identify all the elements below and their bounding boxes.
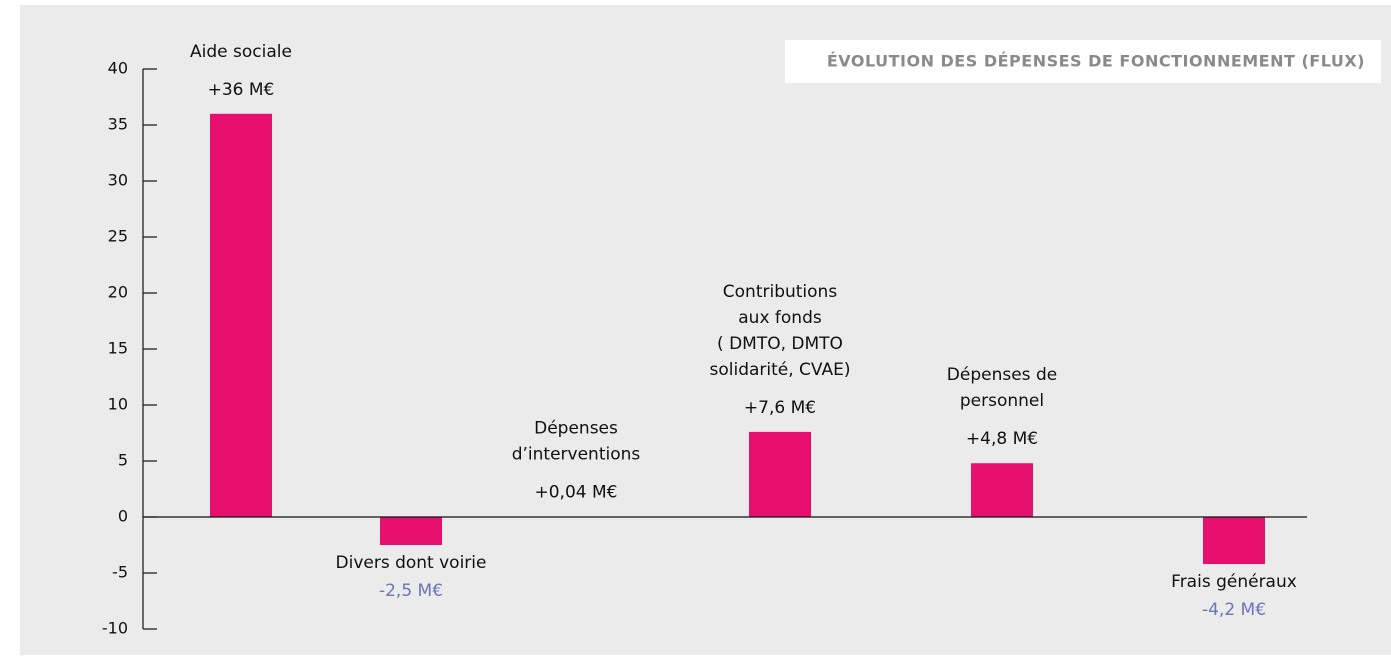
bar bbox=[210, 113, 272, 518]
y-tick-label: 35 bbox=[108, 115, 128, 134]
value-label: +7,6 M€ bbox=[744, 398, 816, 418]
category-line: d’interventions bbox=[512, 445, 641, 465]
chart-title: ÉVOLUTION DES DÉPENSES DE FONCTIONNEMENT… bbox=[827, 52, 1365, 71]
title-box bbox=[785, 40, 1381, 83]
bar bbox=[749, 431, 811, 517]
bar bbox=[971, 463, 1033, 517]
category-line: Aide sociale bbox=[190, 42, 292, 62]
bar bbox=[1203, 517, 1265, 565]
y-tick-label: 30 bbox=[108, 171, 128, 190]
bar bbox=[380, 517, 442, 545]
category-line: Divers dont voirie bbox=[336, 553, 487, 573]
value-label: -2,5 M€ bbox=[379, 581, 443, 601]
y-tick-label: 40 bbox=[108, 59, 128, 78]
category-label: Aide sociale bbox=[190, 42, 292, 62]
value-label: -4,2 M€ bbox=[1202, 600, 1266, 620]
y-tick-label: 25 bbox=[108, 227, 128, 246]
category-label: Frais généraux bbox=[1171, 572, 1297, 592]
y-tick-label: -5 bbox=[112, 563, 128, 582]
value-label: +36 M€ bbox=[208, 80, 275, 100]
value-label: +4,8 M€ bbox=[966, 429, 1038, 449]
y-tick-label: 10 bbox=[108, 395, 128, 414]
category-label: Contributions aux fonds ( DMTO, DMTO solida… bbox=[710, 282, 851, 380]
y-tick-label: 0 bbox=[118, 507, 128, 526]
category-line: Dépenses bbox=[534, 419, 618, 439]
category-line: Dépenses de bbox=[947, 365, 1057, 385]
y-tick-label: 5 bbox=[118, 451, 128, 470]
category-label: Divers dont voirie bbox=[336, 553, 487, 573]
category-line: aux fonds bbox=[738, 308, 822, 328]
value-label: +0,04 M€ bbox=[535, 483, 618, 503]
category-line: solidarité, CVAE) bbox=[710, 360, 851, 380]
category-line: Contributions bbox=[723, 282, 838, 302]
category-line: ( DMTO, DMTO bbox=[717, 334, 843, 354]
category-label: Dépenses de personnel bbox=[947, 365, 1057, 411]
category-line: personnel bbox=[960, 391, 1044, 411]
y-tick-label: 15 bbox=[108, 339, 128, 358]
y-tick-label: -10 bbox=[102, 619, 128, 638]
category-line: Frais généraux bbox=[1171, 572, 1297, 592]
y-tick-label: 20 bbox=[108, 283, 128, 302]
category-label: Dépenses d’interventions bbox=[512, 419, 641, 465]
